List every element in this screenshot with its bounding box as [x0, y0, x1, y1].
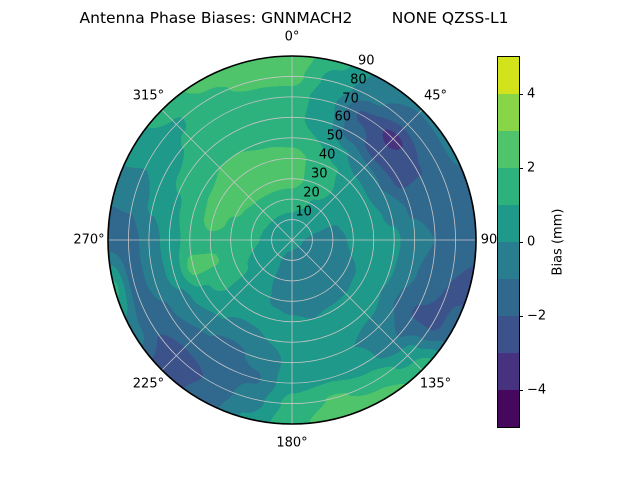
colorbar-segment	[498, 390, 519, 427]
angular-tick-label-180: 180°	[276, 435, 308, 451]
colorbar-tick	[519, 168, 523, 170]
colorbar-axis-label: Bias (mm)	[550, 208, 566, 276]
radial-tick-label-70: 70	[342, 91, 359, 107]
radial-tick-label-20: 20	[303, 185, 320, 201]
angular-tick-label-90: 90	[480, 232, 498, 248]
colorbar-tick	[519, 316, 523, 318]
colorbar-tick	[519, 242, 523, 244]
colorbar-tick-label--4: −4	[527, 382, 547, 398]
angular-tick-label-270: 270°	[73, 232, 105, 248]
radial-tick-label-30: 30	[311, 166, 328, 182]
colorbar-segment	[498, 242, 519, 279]
angular-tick-label-0: 0°	[284, 29, 300, 45]
angular-tick-label-45: 45°	[424, 88, 448, 104]
angular-tick-label-135: 135°	[419, 376, 452, 392]
colorbar-segment	[498, 131, 519, 168]
colorbar-segment	[498, 168, 519, 205]
colorbar-segment	[498, 316, 519, 353]
colorbar-tick-label-4: 4	[527, 86, 536, 102]
radial-tick-label-40: 40	[318, 147, 336, 163]
colorbar-segment	[498, 353, 519, 390]
colorbar-tick	[519, 94, 523, 96]
colorbar-tick-label-2: 2	[527, 160, 536, 176]
colorbar-tick-label--2: −2	[527, 308, 547, 324]
colorbar-segment	[498, 57, 519, 94]
radial-tick-label-80: 80	[350, 72, 367, 88]
angular-tick-label-315: 315°	[132, 88, 165, 104]
radial-tick-label-90: 90	[357, 53, 375, 69]
angular-tick-label-225: 225°	[132, 376, 165, 392]
radial-tick-label-50: 50	[326, 128, 344, 144]
colorbar-segment	[498, 94, 519, 131]
colorbar-segment	[498, 205, 519, 242]
colorbar-tick-label-0: 0	[527, 234, 536, 250]
colorbar-tick	[519, 390, 523, 392]
radial-tick-label-60: 60	[334, 109, 352, 125]
colorbar: −4 −2 0 2 4	[497, 56, 546, 428]
colorbar-segment	[498, 279, 519, 316]
radial-tick-label-10: 10	[295, 204, 312, 220]
